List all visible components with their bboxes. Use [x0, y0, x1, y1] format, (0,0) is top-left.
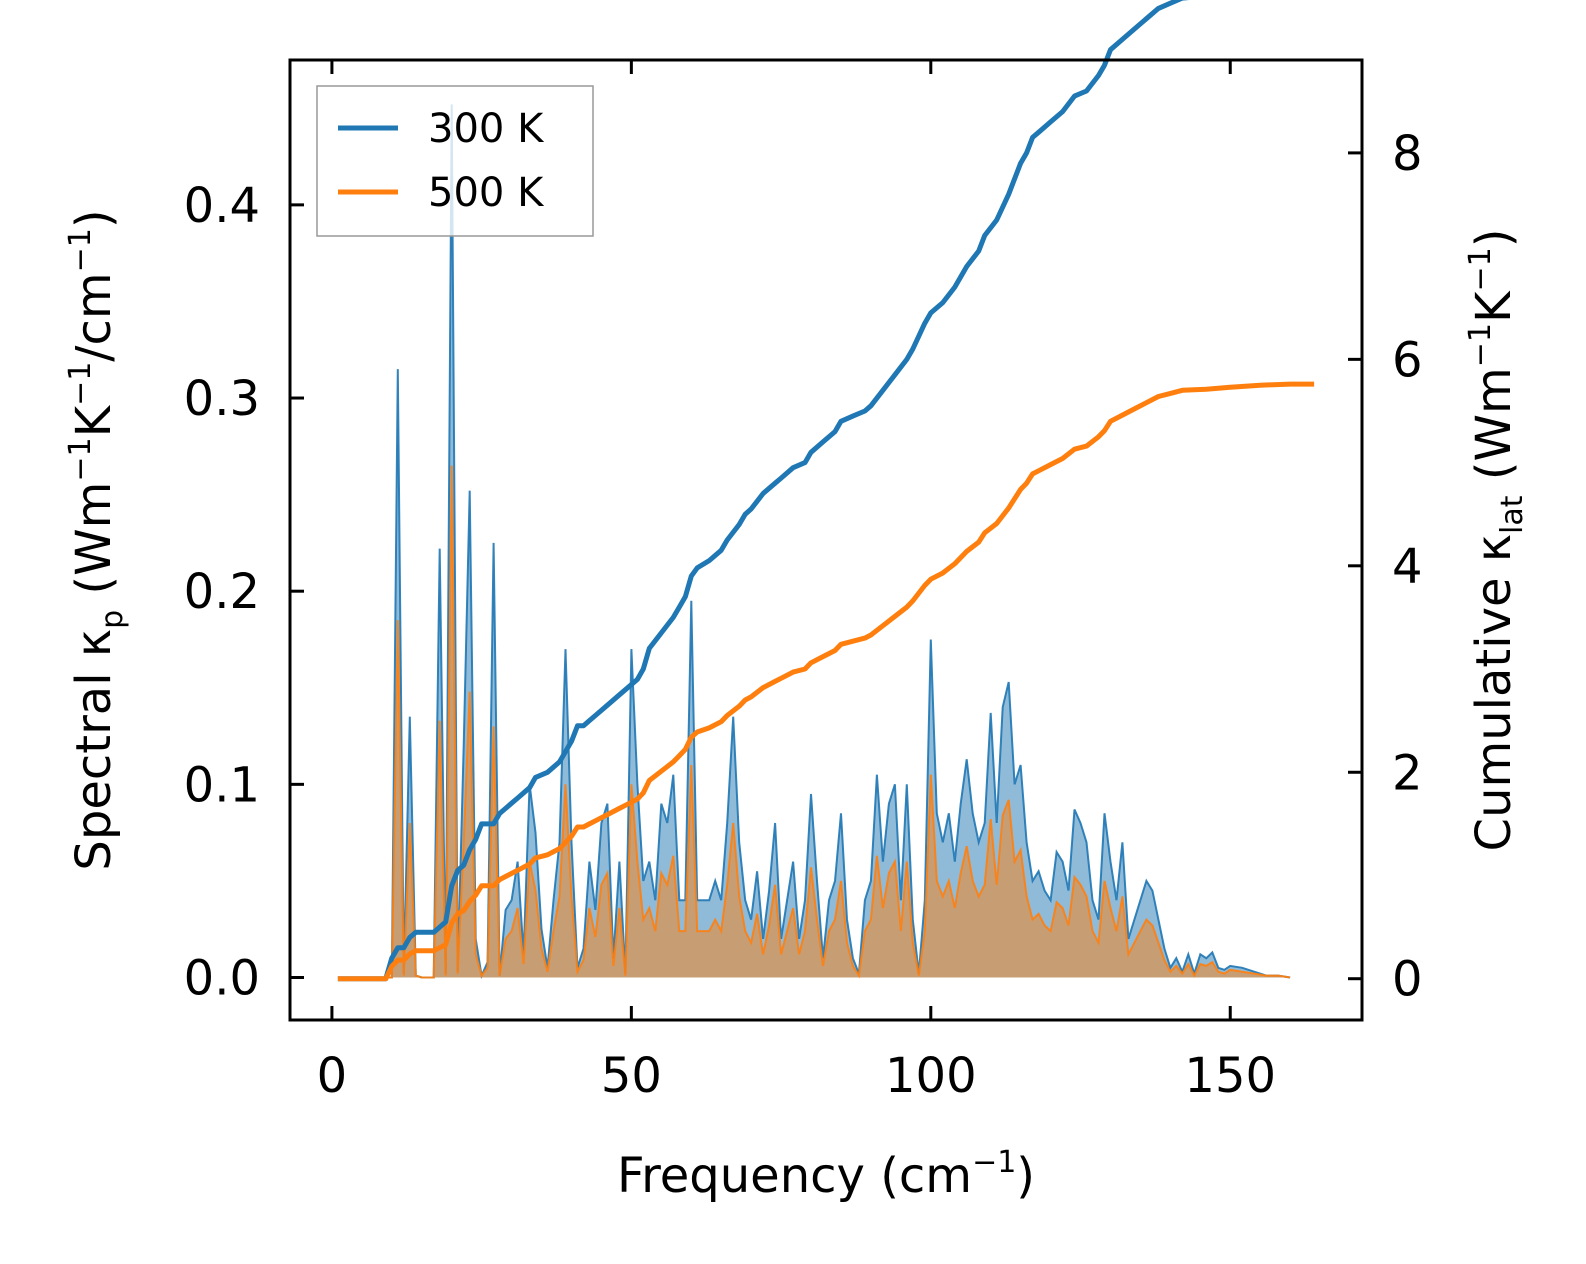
plot-frame [288, 58, 1364, 1022]
legend-label-300k: 300 K [428, 106, 545, 152]
axis-ticks: 0 50 100 150 0.0 0.1 0.2 0.3 0.4 0 2 4 6 8 [184, 60, 1423, 1104]
y-left-tick-label: 0.4 [184, 178, 260, 234]
legend-box [316, 85, 594, 237]
y-left-tick-label: 0.1 [184, 757, 260, 813]
series-lines [337, 0, 1315, 982]
legend-label-500k: 500 K [428, 170, 545, 216]
x-tick-label: 100 [885, 1048, 977, 1104]
x-tick-label: 150 [1184, 1048, 1276, 1104]
cumulative-line-500k [337, 381, 1315, 982]
y-right-tick-label: 4 [1392, 539, 1423, 595]
y-right-tick-label: 8 [1392, 126, 1423, 182]
y-left-axis-title: Spectral κp (Wm−1K−1/cm−1) [63, 209, 130, 870]
y-right-tick-label: 6 [1392, 332, 1423, 388]
y-left-tick-label: 0.3 [184, 371, 260, 427]
y-right-tick-label: 0 [1392, 952, 1423, 1008]
y-left-tick-label: 0.2 [184, 564, 260, 620]
y-left-tick-label: 0.0 [184, 951, 260, 1007]
x-tick-label: 0 [317, 1048, 348, 1104]
spectral-line-500k [337, 465, 1291, 979]
y-right-axis-title: Cumulative κlat (Wm−1K−1) [1463, 229, 1530, 852]
cumulative-line-300k [337, 0, 1190, 982]
x-tick-label: 50 [601, 1048, 662, 1104]
y-right-tick-label: 2 [1392, 745, 1423, 801]
x-axis-title: Frequency (cm−1) [617, 1145, 1035, 1204]
spectral-fills [337, 104, 1291, 980]
legend: 300 K 500 K [316, 85, 594, 237]
